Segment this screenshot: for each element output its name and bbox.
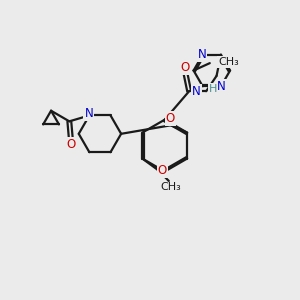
Text: CH₃: CH₃ — [218, 57, 239, 67]
Text: O: O — [158, 164, 167, 177]
Text: N: N — [198, 48, 206, 61]
Text: H: H — [208, 84, 217, 94]
Text: N: N — [217, 80, 226, 93]
Text: O: O — [66, 138, 75, 152]
Text: CH₃: CH₃ — [160, 182, 181, 192]
Text: O: O — [180, 61, 190, 74]
Text: N: N — [84, 107, 93, 121]
Text: N: N — [192, 85, 201, 98]
Text: O: O — [166, 112, 175, 125]
